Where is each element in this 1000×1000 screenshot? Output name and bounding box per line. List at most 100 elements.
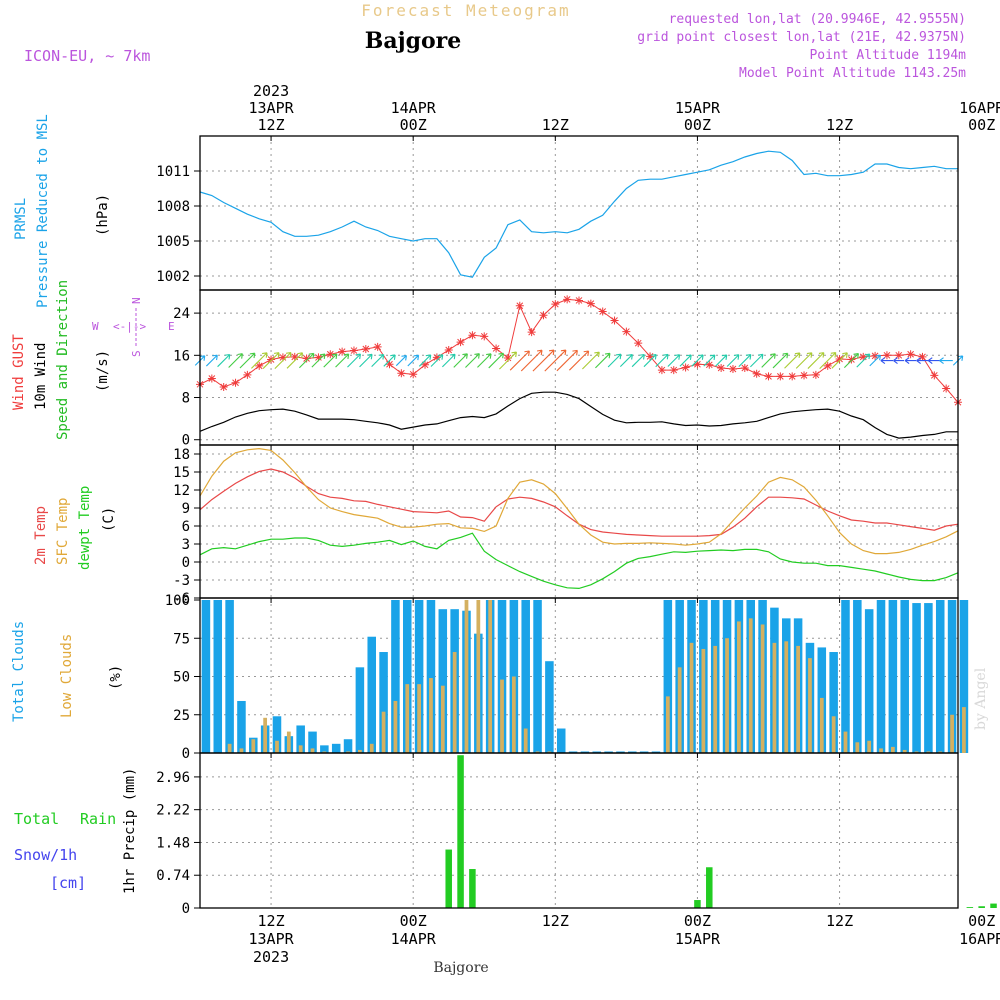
point-altitude: Point Altitude 1194m: [809, 48, 966, 63]
gust-marker: [444, 346, 453, 355]
ytick-label-temp: -3: [173, 573, 190, 589]
low-cloud-bar: [701, 648, 706, 753]
wind-direction-arrow: [407, 354, 420, 367]
ytick-label-pressure: 1011: [156, 164, 190, 180]
wind-direction-arrow: [228, 353, 243, 368]
wind-direction-arrow: [831, 352, 848, 369]
gust-marker: [586, 299, 595, 308]
wind-labels: Wind GUST 10m Wind Speed and Direction (…: [11, 280, 175, 440]
wind-direction-arrow: [880, 357, 894, 364]
low-clouds-ylabel: Low Clouds: [59, 634, 75, 718]
bottom-time-label: 13APR: [248, 930, 294, 948]
wind-direction-arrow: [359, 353, 373, 368]
total-cloud-bar: [438, 609, 448, 753]
wind-direction-arrow: [726, 354, 740, 367]
gust-marker: [409, 370, 418, 379]
gust-marker: [717, 363, 726, 372]
ytick-label-precip: 0: [182, 901, 190, 917]
wind-direction-arrow: [383, 354, 396, 367]
gust-marker: [930, 371, 939, 380]
top-time-label: 12Z: [826, 116, 853, 134]
total-cloud-bar: [959, 600, 969, 753]
wind-direction-arrow: [738, 354, 752, 367]
wind-direction-arrow: [323, 353, 338, 368]
total-cloud-bar: [414, 600, 424, 753]
wind-direction-arrow: [784, 352, 801, 369]
wind-direction-arrow: [843, 353, 859, 369]
gust-marker: [764, 372, 773, 381]
low-cloud-bar: [298, 745, 303, 753]
low-cloud-bar: [310, 748, 315, 753]
wind-direction-arrow: [893, 357, 905, 364]
low-cloud-bar: [760, 624, 765, 753]
gust-marker: [314, 353, 323, 362]
gust-marker: [610, 316, 619, 325]
rain-bar: [990, 903, 997, 908]
ytick-label-wind: 24: [173, 306, 190, 322]
total-cloud-bar: [568, 751, 578, 753]
gust-marker: [823, 361, 832, 370]
wind-direction-arrow: [643, 353, 657, 368]
low-cloud-bar: [772, 642, 777, 753]
ytick-label-clouds: 75: [173, 631, 190, 647]
gust-marker: [527, 328, 536, 337]
wind-direction-arrow: [869, 354, 881, 367]
wind-direction-arrow: [488, 352, 504, 369]
forecast-suptitle: Forecast Meteogram: [361, 1, 570, 20]
ytick-label-wind: 8: [182, 391, 190, 407]
wind-direction-arrow: [761, 353, 776, 368]
cloud-labels: Total Clouds Low Clouds (%): [11, 621, 124, 722]
ytick-label-clouds: 50: [173, 670, 190, 686]
wind-direction-arrow: [703, 354, 716, 367]
wind-direction-arrow: [430, 354, 444, 367]
wind-direction-arrow: [205, 354, 218, 367]
location-title: Bajgore: [365, 28, 461, 54]
low-cloud-bar: [890, 746, 895, 753]
wind-direction-arrow: [453, 353, 468, 368]
gust-marker: [480, 332, 489, 341]
total-cloud-bar: [853, 600, 862, 753]
top-time-label: 15APR: [675, 99, 721, 117]
wind-direction-arrow: [217, 353, 231, 368]
ytick-label-temp: 12: [173, 483, 190, 499]
low-cloud-bar: [417, 684, 421, 753]
panel-wind: 0 8 16 24: [173, 289, 964, 449]
wind-direction-arrow: [916, 357, 929, 364]
gust-marker: [432, 353, 441, 362]
wind-direction-arrow: [715, 354, 728, 367]
wind-direction-arrow: [262, 352, 280, 369]
low-cloud-bar: [369, 743, 374, 753]
wind-direction-arrow: [795, 352, 813, 369]
total-cloud-bar: [237, 700, 246, 753]
total-cloud-bar: [639, 751, 649, 753]
wind-direction-arrow: [520, 349, 543, 372]
low-cloud-bar: [784, 641, 789, 753]
ytick-label-clouds: 100: [165, 593, 190, 609]
rain-label: Rain: [80, 810, 116, 828]
ytick-label-temp: 15: [173, 465, 190, 481]
low-cloud-bar: [440, 685, 445, 753]
low-cloud-bar: [286, 731, 291, 753]
top-time-label: 14APR: [391, 99, 437, 117]
wind-direction-arrow: [418, 354, 432, 367]
wind-direction-arrow: [532, 349, 555, 372]
total-cloud-bar: [604, 751, 613, 753]
low-cloud-bar: [488, 600, 493, 753]
wind-direction-arrow: [251, 352, 268, 369]
total-clouds-ylabel: Total Clouds: [11, 621, 27, 722]
low-cloud-bar: [796, 645, 800, 753]
ytick-label-precip: 0.74: [156, 868, 190, 884]
low-cloud-bar: [547, 751, 552, 753]
total-cloud-bar: [935, 600, 945, 753]
bottom-time-label: 14APR: [391, 930, 437, 948]
gust-marker: [693, 360, 702, 369]
watermark: by Angel: [973, 667, 989, 730]
dew-temp-line: [199, 532, 959, 590]
low-cloud-bar: [263, 717, 268, 753]
ytick-label-precip: 2.22: [156, 803, 190, 819]
wind-direction-arrow: [569, 350, 590, 371]
panel-precip: 0 0.74 1.48 2.22 2.96: [156, 752, 997, 917]
rain-bar: [978, 906, 985, 908]
direction-ylabel: Speed and Direction: [55, 280, 71, 440]
